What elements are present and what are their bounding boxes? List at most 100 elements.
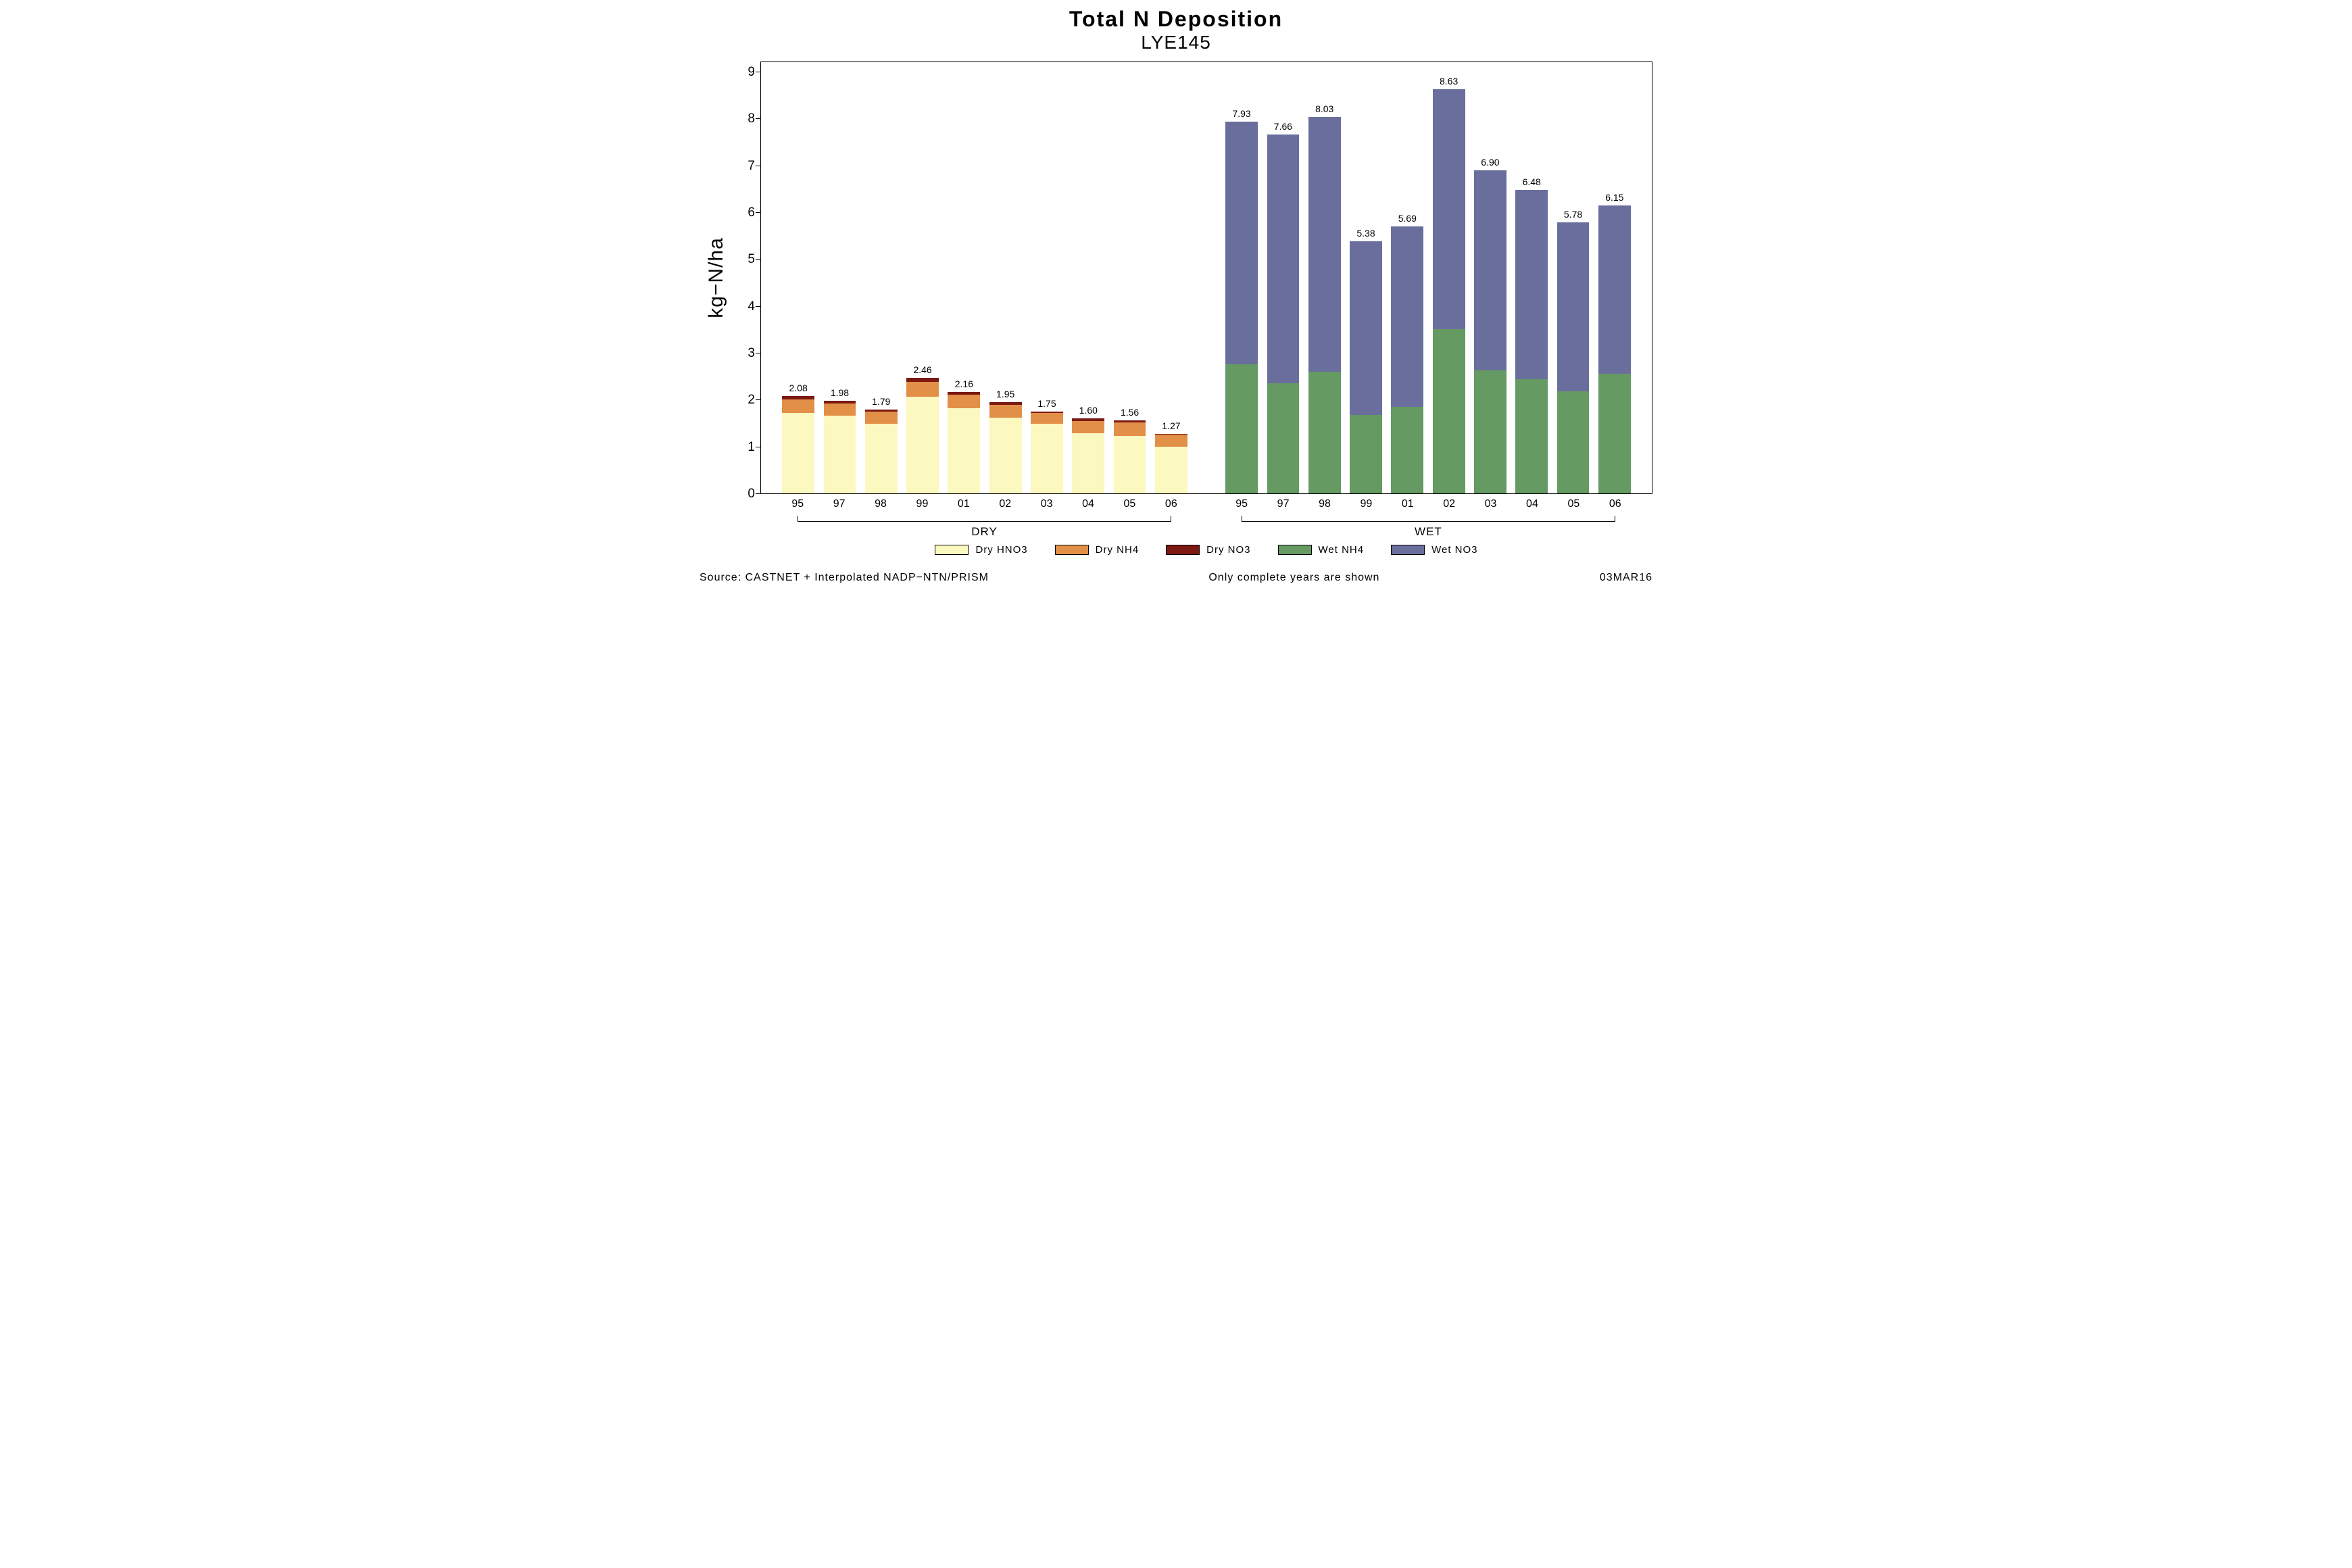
legend-item-dry_nh4: Dry NH4 [1055,544,1140,556]
bar-segment-wet_nh4 [1433,329,1465,493]
y-axis-label: kg−N/ha [705,237,728,318]
bar: 1.56 [1114,420,1146,493]
bar-total-label: 5.78 [1557,209,1590,222]
bar-total-label: 1.98 [824,387,856,401]
xtick-label: 05 [1567,498,1579,510]
bar-total-label: 1.60 [1072,405,1104,418]
bar-segment-wet_no3 [1515,190,1548,379]
bar: 2.08 [782,396,814,493]
bar-segment-dry_nh4 [865,412,898,424]
bar: 1.60 [1072,418,1104,493]
bar-segment-dry_hno3 [824,416,856,493]
ytick-label: 9 [748,65,755,80]
bar-total-label: 1.56 [1114,407,1146,420]
bar-total-label: 7.93 [1225,108,1258,122]
xtick-label: 06 [1609,498,1621,510]
bar-total-label: 1.79 [865,396,898,410]
bar: 6.15 [1598,205,1631,493]
legend-swatch [1391,545,1425,555]
bar-total-label: 7.66 [1267,121,1300,134]
bar-segment-wet_nh4 [1391,407,1423,493]
bar: 5.69 [1391,226,1423,493]
bar: 7.93 [1225,122,1258,493]
legend-label: Dry NO3 [1206,544,1250,556]
bar-segment-dry_nh4 [906,382,939,397]
bar-segment-dry_hno3 [1155,447,1187,493]
ytick-label: 6 [748,205,755,220]
xtick-label: 04 [1082,498,1094,510]
ytick-label: 0 [748,487,755,501]
ytick-label: 1 [748,440,755,455]
bar: 8.63 [1433,89,1465,493]
group-label: WET [1412,525,1445,539]
xtick-label: 99 [1360,498,1372,510]
xtick-label: 97 [833,498,846,510]
xtick-label: 03 [1485,498,1497,510]
xtick-label: 03 [1041,498,1053,510]
legend-label: Wet NH4 [1319,544,1365,556]
bar-segment-wet_nh4 [1557,391,1590,493]
bar-segment-dry_hno3 [1114,436,1146,493]
bar-total-label: 6.15 [1598,192,1631,205]
bar: 5.78 [1557,222,1590,493]
bar: 1.95 [989,402,1022,493]
bar-segment-dry_nh4 [948,395,980,408]
xtick-label: 95 [791,498,804,510]
bar: 1.75 [1031,412,1063,493]
chart-subtitle: LYE145 [700,32,1652,53]
bar-segment-wet_nh4 [1267,383,1300,493]
ytick-label: 4 [748,299,755,314]
bar-segment-dry_nh4 [782,399,814,412]
ytick-label: 3 [748,346,755,361]
bar-segment-wet_nh4 [1515,379,1548,493]
bar: 5.38 [1350,241,1382,493]
bar-total-label: 8.63 [1433,76,1465,89]
xtick-label: 95 [1235,498,1248,510]
legend-swatch [1278,545,1312,555]
bar-segment-dry_hno3 [1072,433,1104,493]
bar-segment-wet_nh4 [1308,372,1341,493]
bar-total-label: 1.27 [1155,420,1187,434]
xtick-label: 06 [1165,498,1177,510]
bar-total-label: 8.03 [1308,103,1341,117]
bar-segment-dry_nh4 [1072,421,1104,434]
bar: 2.46 [906,378,939,493]
xtick-label: 02 [1443,498,1455,510]
bar-segment-wet_no3 [1267,134,1300,383]
ytick-label: 7 [748,159,755,174]
ytick-label: 8 [748,112,755,126]
bar-total-label: 2.46 [906,364,939,378]
bar-segment-dry_nh4 [989,405,1022,418]
bar-total-label: 1.95 [989,389,1022,402]
xtick-label: 98 [875,498,887,510]
legend-label: Wet NO3 [1431,544,1477,556]
bar-segment-dry_nh4 [1155,435,1187,446]
bar-total-label: 6.90 [1474,157,1506,170]
bar-total-label: 1.75 [1031,398,1063,412]
bar-total-label: 6.48 [1515,176,1548,190]
ytick-label: 2 [748,393,755,408]
bar: 1.27 [1155,434,1187,493]
bar-segment-wet_no3 [1474,170,1506,370]
xtick-label: 04 [1526,498,1538,510]
bar-segment-dry_hno3 [1031,424,1063,493]
bar-segment-wet_no3 [1391,226,1423,407]
legend-label: Dry NH4 [1096,544,1140,556]
bar-segment-dry_hno3 [948,408,980,493]
plot-area: 2.081.981.792.462.161.951.751.601.561.27… [760,62,1652,494]
bar: 1.79 [865,410,898,493]
xtick-label: 99 [916,498,929,510]
bar: 6.90 [1474,170,1506,493]
bar-total-label: 2.08 [782,383,814,396]
legend-item-wet_nh4: Wet NH4 [1278,544,1365,556]
bar-total-label: 2.16 [948,378,980,392]
bar: 8.03 [1308,117,1341,493]
bar: 7.66 [1267,134,1300,493]
ytick-label: 5 [748,252,755,267]
bar-segment-dry_nh4 [824,403,856,416]
bar: 1.98 [824,401,856,493]
bar-segment-dry_hno3 [906,397,939,493]
legend: Dry HNO3Dry NH4Dry NO3Wet NH4Wet NO3 [760,540,1652,556]
bar-segment-wet_no3 [1433,89,1465,330]
bar-segment-dry_hno3 [782,413,814,493]
